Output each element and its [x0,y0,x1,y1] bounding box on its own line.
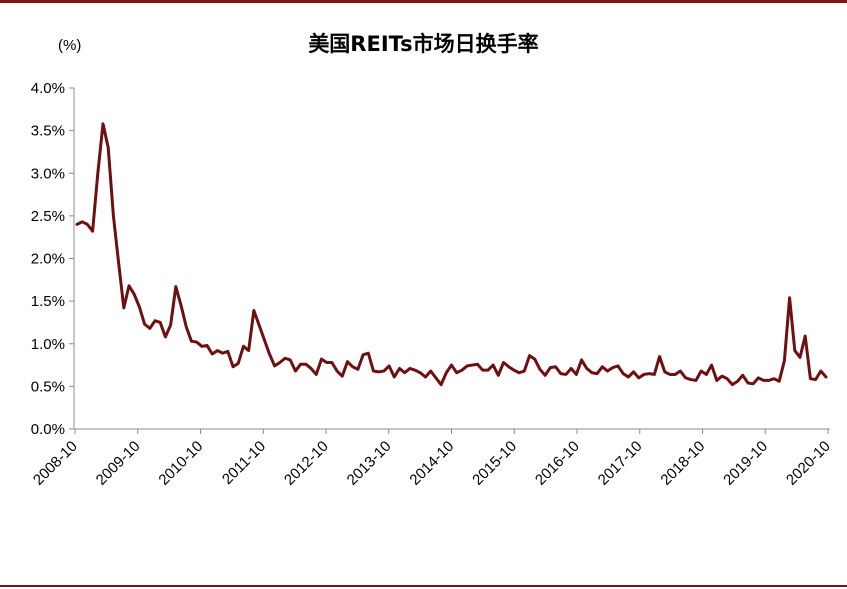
x-tick-label: 2017-10 [595,438,646,489]
x-tick-label: 2011-10 [219,438,269,488]
unit-label: (%) [58,37,82,54]
x-tick-label: 2018-10 [657,438,708,489]
x-tick-label: 2008-10 [30,438,81,489]
x-tick-label: 2016-10 [532,438,583,489]
x-tick-label: 2009-10 [93,438,144,489]
bottom-border [0,585,847,587]
x-tick-label: 2010-10 [155,438,206,489]
x-tick-label: 2019-10 [720,438,771,489]
top-border [0,0,847,3]
y-tick-label: 2.5% [31,208,65,225]
x-tick-label: 2013-10 [344,438,395,489]
y-tick-label: 1.0% [31,336,65,353]
y-tick-label: 0.0% [31,421,65,438]
x-tick-label: 2015-10 [469,438,520,489]
y-tick-label: 4.0% [31,80,65,97]
y-tick-label: 0.5% [31,378,65,395]
y-tick-label: 2.0% [31,251,65,268]
x-tick-label: 2014-10 [406,438,457,489]
x-tick-label: 2020-10 [783,438,834,489]
chart-title: 美国REITs市场日换手率 [308,32,539,56]
y-tick-label: 3.0% [31,165,65,182]
series-line [75,122,828,387]
x-tick-label: 2012-10 [281,438,332,489]
y-tick-label: 1.5% [31,293,65,310]
y-tick-label: 3.5% [31,123,65,140]
